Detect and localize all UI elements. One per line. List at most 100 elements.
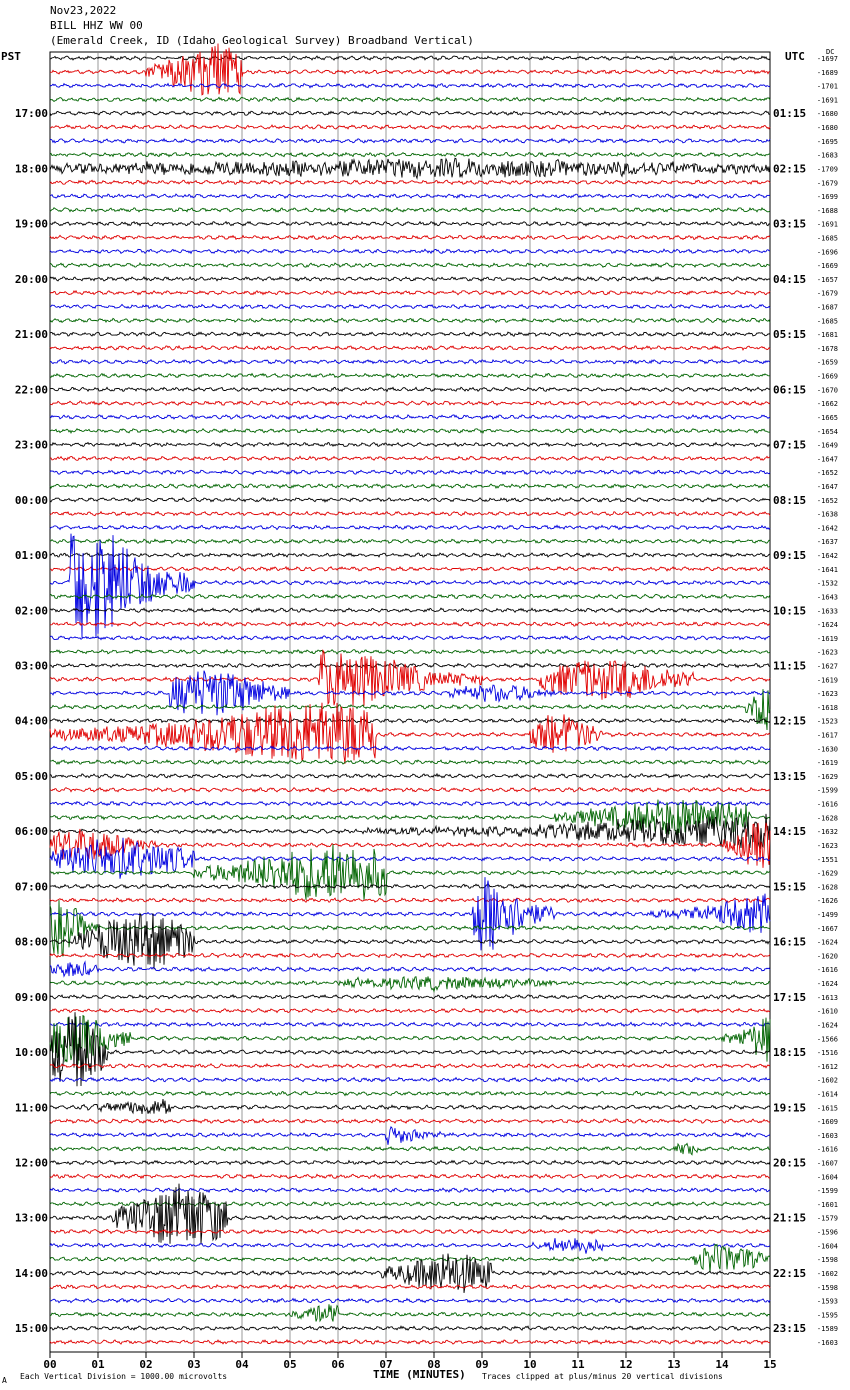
- seismic-trace: [49, 1253, 771, 1293]
- seismic-trace: [49, 1243, 771, 1273]
- seismic-trace: [49, 1201, 771, 1207]
- header-date: Nov23,2022: [50, 4, 117, 17]
- dc-offset-label: -1680: [817, 124, 838, 132]
- dc-offset-label: -1652: [817, 497, 838, 505]
- dc-offset-label: -1654: [817, 428, 838, 436]
- seismic-trace: [49, 96, 771, 103]
- dc-offset-label: -1662: [817, 400, 838, 408]
- seismic-trace: [49, 877, 771, 951]
- seismic-trace: [49, 912, 771, 970]
- seismic-trace: [49, 745, 771, 752]
- seismic-trace: [49, 179, 771, 186]
- seismic-trace: [49, 317, 771, 324]
- header-station: BILL HHZ WW 00: [50, 19, 143, 32]
- seismic-trace: [49, 1012, 771, 1087]
- dc-offset-label: -1607: [817, 1160, 838, 1168]
- seismic-trace: [49, 289, 771, 296]
- dc-offset-label: -1687: [817, 304, 838, 312]
- dc-offset-label: -1499: [817, 911, 838, 919]
- dc-offset-label: -1589: [817, 1325, 838, 1333]
- dc-offset-label: -1681: [817, 331, 838, 339]
- seismic-trace: [49, 607, 771, 614]
- seismic-trace: [49, 552, 771, 558]
- seismic-trace: [49, 414, 771, 421]
- dc-offset-label: -1659: [817, 359, 838, 367]
- dc-offset-label: -1695: [817, 138, 838, 146]
- seismic-trace: [49, 952, 771, 959]
- dc-offset-label: -1516: [817, 1049, 838, 1057]
- utc-hour-label: 23:15: [773, 1322, 806, 1335]
- dc-offset-label: -1689: [817, 69, 838, 77]
- dc-offset-label: -1615: [817, 1104, 838, 1112]
- dc-offset-label: -1683: [817, 152, 838, 160]
- pst-hour-label: 15:00: [15, 1322, 48, 1335]
- seismic-trace: [49, 262, 771, 269]
- seismic-trace: [49, 1238, 771, 1254]
- dc-offset-label: -1633: [817, 607, 838, 615]
- dc-offset-label: -1657: [817, 276, 838, 284]
- dc-offset-label: -1670: [817, 386, 838, 394]
- dc-offset-label: -1602: [817, 1077, 838, 1085]
- dc-offset-label: -1609: [817, 1118, 838, 1126]
- seismic-trace: [49, 55, 771, 61]
- seismic-trace: [49, 358, 771, 365]
- seismic-trace: [49, 648, 771, 655]
- dc-offset-label: -1697: [817, 55, 838, 63]
- dc-offset-label: -1599: [817, 787, 838, 795]
- dc-offset-label: -1624: [817, 1021, 838, 1029]
- seismic-trace: [49, 634, 771, 641]
- dc-offset-label: -1699: [817, 193, 838, 201]
- seismic-trace: [49, 565, 771, 572]
- dc-offset-label: -1637: [817, 538, 838, 546]
- seismic-trace: [49, 1142, 771, 1156]
- pst-hour-label: 09:00: [15, 991, 48, 1004]
- dc-offset-label: -1596: [817, 1229, 838, 1237]
- seismic-trace: [49, 151, 770, 158]
- utc-hour-label: 11:15: [773, 659, 806, 672]
- x-tick-label: 02: [139, 1358, 152, 1371]
- dc-offset-label: -1628: [817, 883, 838, 891]
- seismic-trace: [49, 837, 771, 879]
- dc-offset-label: -1610: [817, 1008, 838, 1016]
- pst-hour-label: 12:00: [15, 1157, 48, 1170]
- dc-offset-label: -1627: [817, 662, 838, 670]
- seismic-trace: [49, 1183, 771, 1244]
- seismic-trace: [49, 717, 771, 724]
- dc-offset-label: -1688: [817, 207, 838, 215]
- dc-offset-label: -1617: [817, 732, 838, 740]
- x-tick-label: 01: [91, 1358, 105, 1371]
- utc-hour-label: 06:15: [773, 383, 806, 396]
- seismic-trace: [49, 1098, 771, 1115]
- x-tick-label: 12: [619, 1358, 632, 1371]
- dc-offset-label: -1667: [817, 925, 838, 933]
- seismic-trace: [49, 1076, 771, 1083]
- seismic-trace: [49, 469, 771, 476]
- dc-offset-label: -1551: [817, 856, 838, 864]
- x-tick-label: 15: [763, 1358, 776, 1371]
- pst-hour-label: 04:00: [15, 715, 48, 728]
- x-tick-label: 09: [475, 1358, 488, 1371]
- dc-offset-label: -1647: [817, 483, 838, 491]
- pst-hour-label: 20:00: [15, 273, 48, 286]
- dc-offset-label: -1612: [817, 1063, 838, 1071]
- seismic-trace: [49, 1014, 771, 1065]
- seismic-trace: [49, 386, 771, 393]
- x-axis-title: TIME (MINUTES): [373, 1368, 466, 1381]
- seismic-trace: [49, 220, 771, 227]
- dc-offset-label: -1620: [817, 952, 838, 960]
- dc-offset-label: -1566: [817, 1035, 838, 1043]
- seismic-trace: [49, 593, 771, 600]
- utc-hour-label: 14:15: [773, 825, 806, 838]
- x-tick-label: 07: [379, 1358, 392, 1371]
- dc-offset-label: -1665: [817, 414, 838, 422]
- dc-offset-label: -1616: [817, 966, 838, 974]
- pst-hour-label: 14:00: [15, 1267, 48, 1280]
- dc-offset-label: -1680: [817, 110, 838, 118]
- utc-hour-label: 13:15: [773, 770, 806, 783]
- seismic-trace: [49, 344, 771, 351]
- dc-offset-label: -1632: [817, 828, 838, 836]
- utc-hour-label: 21:15: [773, 1212, 806, 1225]
- dc-offset-label: -1669: [817, 373, 838, 381]
- utc-hour-label: 22:15: [773, 1267, 806, 1280]
